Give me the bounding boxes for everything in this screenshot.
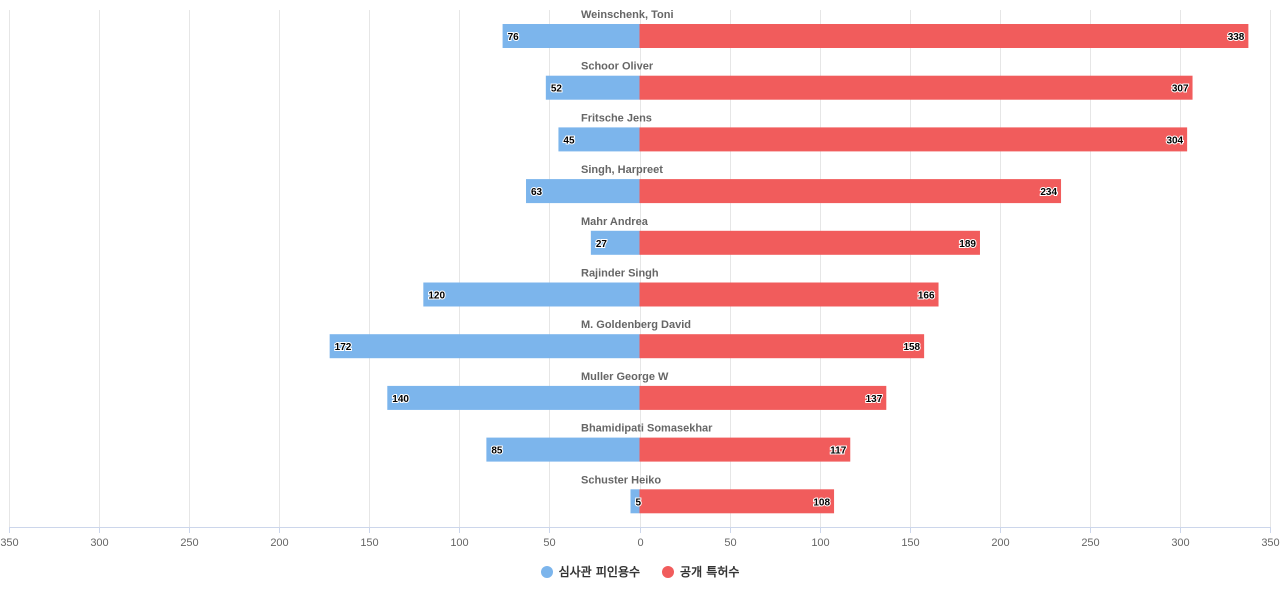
x-tick-label: 50 bbox=[543, 537, 555, 549]
legend: 심사관 피인용수 공개 특허수 bbox=[0, 563, 1280, 580]
bar-left bbox=[590, 230, 640, 255]
bar-left bbox=[502, 24, 640, 48]
category-label: Fritsche Jens bbox=[581, 112, 652, 124]
category-label: Singh, Harpreet bbox=[581, 164, 663, 176]
value-label-right: 158 bbox=[903, 342, 920, 353]
bar-right bbox=[639, 75, 1193, 100]
value-label-right: 166 bbox=[918, 291, 935, 302]
value-label-left: 5 bbox=[635, 497, 641, 508]
bar-right bbox=[639, 489, 835, 514]
value-label-right: 108 bbox=[813, 497, 830, 508]
category-labels: Weinschenk, Toni Schoor Oliver Fritsche Je… bbox=[581, 9, 713, 486]
bar-right bbox=[639, 334, 925, 359]
bar-left bbox=[387, 385, 640, 410]
x-tick-label: 300 bbox=[1171, 537, 1189, 549]
value-label-right: 189 bbox=[959, 239, 976, 250]
bar-right bbox=[639, 437, 851, 462]
bar-right bbox=[639, 230, 980, 255]
value-label-right: 304 bbox=[1166, 135, 1183, 146]
legend-item[interactable]: 심사관 피인용수 bbox=[540, 563, 641, 580]
legend-label: 심사관 피인용수 bbox=[558, 565, 641, 579]
bar-right bbox=[639, 127, 1188, 152]
bar-left bbox=[423, 282, 640, 307]
value-label-right: 117 bbox=[830, 446, 847, 457]
bar-right bbox=[639, 179, 1062, 204]
legend-marker bbox=[540, 565, 553, 578]
x-tick-label: 150 bbox=[360, 537, 378, 549]
value-label-left: 52 bbox=[551, 84, 563, 95]
value-label-left: 120 bbox=[428, 291, 445, 302]
category-label: Muller George W bbox=[581, 371, 669, 383]
x-tick-label: 100 bbox=[811, 537, 829, 549]
category-label: Schoor Oliver bbox=[581, 61, 654, 73]
bar-right bbox=[639, 24, 1249, 48]
value-label-right: 137 bbox=[866, 394, 883, 405]
value-label-left: 172 bbox=[335, 342, 352, 353]
bar-left bbox=[486, 437, 640, 462]
x-tick-label: 200 bbox=[270, 537, 288, 549]
value-labels: 76 338 52 307 45 304 63 234 27 189 120 166 172 158 140… bbox=[334, 31, 1246, 509]
category-label: Weinschenk, Toni bbox=[581, 9, 674, 21]
category-label: Mahr Andrea bbox=[581, 216, 649, 228]
value-label-right: 307 bbox=[1172, 84, 1189, 95]
bar-right bbox=[639, 282, 939, 307]
bar-right bbox=[639, 385, 887, 410]
x-tick-label: 50 bbox=[724, 537, 736, 549]
bars-group bbox=[329, 24, 1249, 514]
bar-left bbox=[329, 334, 640, 359]
value-label-left: 27 bbox=[596, 239, 608, 250]
legend-item[interactable]: 공개 특허수 bbox=[662, 563, 739, 580]
category-label: Bhamidipati Somasekhar bbox=[581, 423, 713, 435]
value-label-left: 76 bbox=[508, 32, 520, 43]
x-tick-label: 200 bbox=[991, 537, 1009, 549]
value-label-right: 338 bbox=[1228, 32, 1245, 43]
legend-label: 공개 특허수 bbox=[680, 565, 740, 579]
x-tick-label: 250 bbox=[1081, 537, 1099, 549]
x-axis: 350 300 250 200 150 100 50 0 50 100 150 200 250 300 35… bbox=[0, 527, 1280, 549]
category-label: Schuster Heiko bbox=[581, 474, 661, 486]
legend-marker bbox=[662, 565, 675, 578]
bar-left bbox=[545, 75, 640, 100]
value-label-left: 45 bbox=[563, 135, 575, 146]
x-tick-label: 250 bbox=[180, 537, 198, 549]
x-tick-label: 0 bbox=[637, 537, 643, 549]
category-label: Rajinder Singh bbox=[581, 268, 659, 280]
value-label-left: 140 bbox=[392, 394, 409, 405]
value-label-right: 234 bbox=[1040, 187, 1057, 198]
x-tick-label: 350 bbox=[1261, 537, 1279, 549]
x-tick-label: 350 bbox=[0, 537, 18, 549]
category-label: M. Goldenberg David bbox=[581, 319, 691, 331]
bar-left bbox=[526, 179, 640, 204]
x-tick-label: 300 bbox=[90, 537, 108, 549]
bar-left bbox=[558, 127, 640, 152]
value-label-left: 85 bbox=[491, 446, 503, 457]
value-label-left: 63 bbox=[531, 187, 543, 198]
x-tick-label: 150 bbox=[901, 537, 919, 549]
bar-left bbox=[630, 489, 640, 514]
x-tick-label: 100 bbox=[450, 537, 468, 549]
